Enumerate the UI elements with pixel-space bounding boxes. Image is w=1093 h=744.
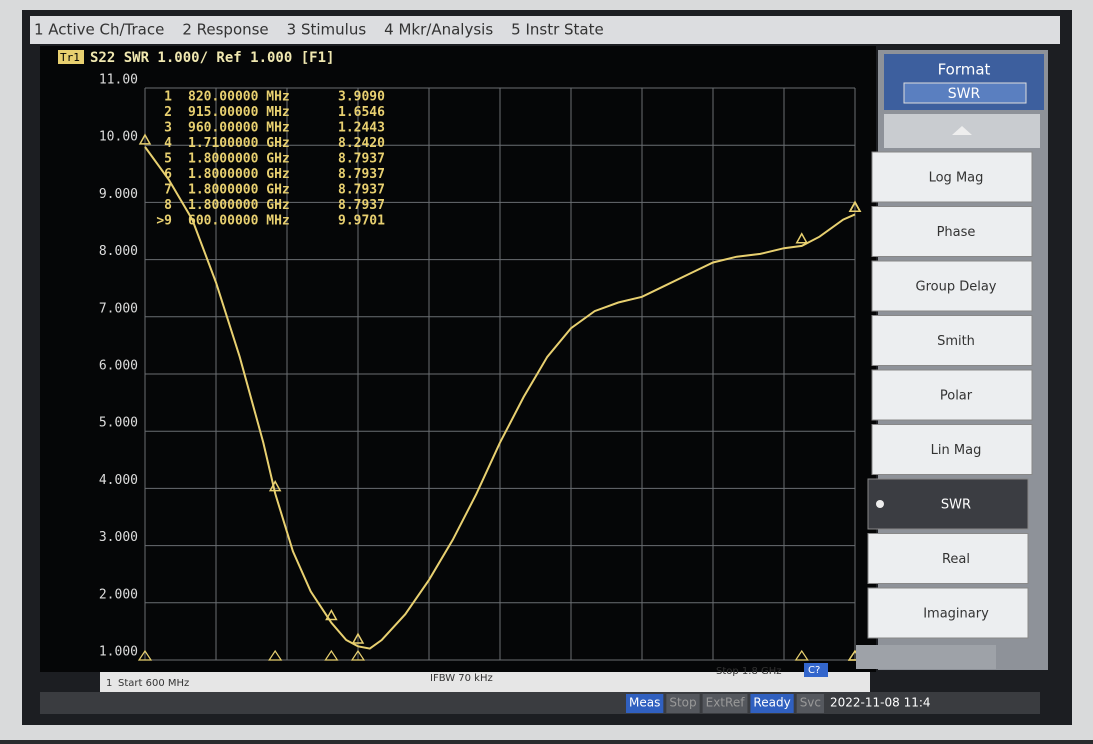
marker-number: 6	[164, 167, 172, 182]
y-tick-label: 2.000	[99, 587, 138, 602]
marker-number: 5	[164, 152, 172, 167]
marker-number: 2	[164, 105, 172, 120]
softkey-label[interactable]: Imaginary	[923, 607, 989, 622]
stop-label: Stop 1.8 GHz	[716, 666, 782, 677]
menu-item[interactable]: 1 Active Ch/Trace	[34, 21, 164, 39]
softkey-label[interactable]: Real	[942, 552, 970, 567]
marker-number: >9	[156, 214, 172, 229]
marker-stimulus-label: 600.00000 MHz	[188, 214, 290, 229]
selected-dot	[876, 500, 884, 508]
marker-stimulus-label: 1.8000000 GHz	[188, 152, 290, 167]
marker-number: 4	[164, 136, 172, 151]
status-item: Meas	[629, 696, 660, 710]
y-tick-label: 5.000	[99, 416, 138, 431]
softkey-current: SWR	[948, 86, 981, 102]
softkey-label[interactable]: Phase	[937, 225, 976, 240]
marker-value-label: 8.7937	[338, 198, 385, 213]
y-tick-label: 9.000	[99, 187, 138, 202]
y-tick-label: 6.000	[99, 359, 138, 374]
marker-number: 7	[164, 183, 172, 198]
marker-number: 1	[164, 90, 172, 105]
status-item: Ready	[753, 696, 790, 710]
marker-value-label: 1.6546	[338, 105, 385, 120]
marker-stimulus-label: 1.8000000 GHz	[188, 183, 290, 198]
marker-stimulus-label: 1.8000000 GHz	[188, 167, 290, 182]
softkey-label[interactable]: Smith	[937, 334, 975, 349]
softkey-label[interactable]: Group Delay	[916, 280, 997, 295]
marker-value-label: 3.9090	[338, 90, 385, 105]
softkey-label[interactable]: Log Mag	[929, 171, 984, 186]
page: 1 Active Ch/Trace 2 Response 3 Stimulus 4 M…	[0, 0, 1093, 740]
marker-number: 3	[164, 121, 172, 136]
marker-stimulus-label: 915.00000 MHz	[188, 105, 290, 120]
status-item: Stop	[669, 696, 696, 710]
softkey-label[interactable]: Polar	[940, 389, 973, 404]
y-tick-label: 7.000	[99, 301, 138, 316]
softkey-title: Format	[938, 61, 991, 79]
y-tick-label: 1.000	[99, 645, 138, 660]
y-tick-label: 4.000	[99, 473, 138, 488]
y-tick-label: 11.00	[99, 73, 138, 88]
marker-value-label: 8.7937	[338, 167, 385, 182]
softkey-label[interactable]: Lin Mag	[931, 443, 982, 458]
marker-value-label: 1.2443	[338, 121, 385, 136]
start-label: Start 600 MHz	[118, 678, 189, 689]
menu-item[interactable]: 5 Instr State	[511, 21, 604, 39]
status-item: ExtRef	[706, 696, 746, 710]
menu-item[interactable]: 4 Mkr/Analysis	[384, 21, 493, 39]
marker-value-label: 8.2420	[338, 136, 385, 151]
marker-value-label: 8.7937	[338, 152, 385, 167]
status-item: 2022-11-08 11:4	[830, 696, 931, 710]
chart-title: S22 SWR 1.000/ Ref 1.000 [F1]	[90, 50, 334, 66]
marker-stimulus-label: 1.7100000 GHz	[188, 136, 290, 151]
marker-number: 8	[164, 198, 172, 213]
marker-value-label: 9.9701	[338, 214, 385, 229]
scroll-down[interactable]	[856, 645, 996, 669]
y-tick-label: 8.000	[99, 244, 138, 259]
y-tick-label: 10.00	[99, 130, 138, 145]
softkey-label[interactable]: SWR	[941, 498, 971, 513]
cal-label: C?	[808, 665, 820, 676]
screen: 1 Active Ch/Trace 2 Response 3 Stimulus 4 M…	[0, 0, 1093, 740]
y-tick-label: 3.000	[99, 530, 138, 545]
marker-stimulus-label: 820.00000 MHz	[188, 90, 290, 105]
channel-number: 1	[106, 678, 112, 689]
marker-stimulus-label: 1.8000000 GHz	[188, 198, 290, 213]
menu-item[interactable]: 2 Response	[182, 21, 268, 39]
trace-badge-text: Tr1	[60, 51, 80, 64]
marker-value-label: 8.7937	[338, 183, 385, 198]
marker-stimulus-label: 960.00000 MHz	[188, 121, 290, 136]
menu-item[interactable]: 3 Stimulus	[287, 21, 367, 39]
ifbw-label: IFBW 70 kHz	[430, 673, 493, 684]
status-item: Svc	[800, 696, 821, 710]
